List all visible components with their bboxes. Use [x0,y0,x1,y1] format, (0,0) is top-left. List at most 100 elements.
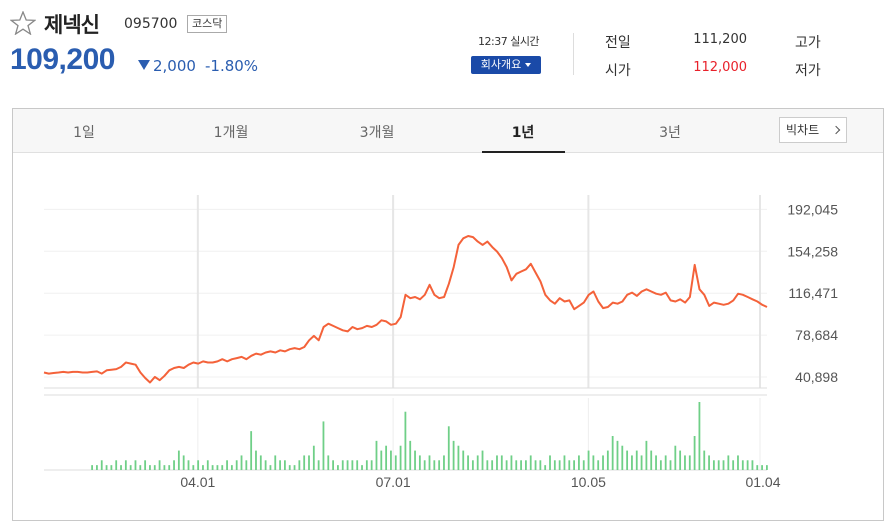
price-change: 2,000 [153,57,196,75]
volume-bar [741,460,744,470]
volume-bar [746,460,749,470]
volume-bar [255,450,257,470]
volume-bar [447,426,450,470]
tab-3-years[interactable]: 3년 [659,125,681,141]
volume-bar [279,460,281,470]
volume-bar [96,465,98,470]
volume-bar [91,465,93,470]
volume-bar [308,455,310,470]
tab-1-year[interactable]: 1년 [511,125,535,141]
volume-bar [611,436,614,470]
volume-bar [346,460,349,470]
realtime-label: 12:37 실시간 [478,35,540,48]
volume-bar [312,445,315,470]
volume-bar [679,450,682,470]
volume-bar [100,460,103,470]
volume-bar [510,455,513,470]
volume-bar [259,455,262,470]
volume-bar [573,460,575,470]
volume-bar [433,460,436,470]
volume-bar [698,402,701,470]
volume-bar [385,445,388,470]
volume-bar [110,465,113,470]
volume-bar [496,455,498,470]
volume-bar [129,465,132,470]
volume-bar [655,455,657,470]
volume-bar [761,465,763,470]
y-tick-label: 192,045 [787,201,838,217]
volume-bar [356,460,359,470]
high-label: 고가 [795,35,821,51]
volume-bar [428,455,431,470]
volume-bar [139,465,142,470]
volume-bar [640,455,643,470]
volume-bar [226,460,228,470]
volume-bar [592,455,595,470]
volume-bar [491,460,494,470]
volume-bar [597,460,600,470]
x-tick-label: 04.01 [180,474,215,490]
volume-bar [471,460,474,470]
company-overview-label: 회사개요 [480,58,522,71]
volume-bar [409,440,412,470]
y-tick-label: 40,898 [795,369,838,385]
volume-bar [708,455,710,470]
bigchart-button[interactable]: 빅차트 [779,117,847,143]
tab-1-month[interactable]: 1개월 [213,125,249,141]
volume-bar [418,455,421,470]
volume-bar [317,460,320,470]
volume-bar [423,460,426,470]
volume-bar [544,465,547,470]
volume-bar [134,460,137,470]
volume-bar [650,450,653,470]
price-line [43,235,768,384]
volume-bar [168,465,171,470]
volume-bar [404,411,407,470]
volume-bar [688,455,691,470]
volume-bar [621,445,624,470]
volume-bar [173,460,175,470]
volume-bar [500,455,503,470]
volume-bar [568,460,571,470]
volume-bar [337,465,339,470]
volume-bar [187,460,190,470]
volume-bar [578,455,580,470]
tab-3-months[interactable]: 3개월 [359,125,395,141]
volume-bar [288,465,291,470]
period-tab-bar [13,109,883,153]
volume-bar [645,440,648,470]
stock-code: 095700 [124,16,178,32]
volume-bar [587,450,590,470]
volume-bar [235,460,238,470]
volume-bar [712,460,715,470]
tab-1-day[interactable]: 1일 [73,125,95,141]
volume-bar [520,460,522,470]
volume-bar [659,460,662,470]
volume-bar [452,440,455,470]
stock-name: 제넥신 [44,13,100,37]
volume-bar [264,460,267,470]
down-arrow-icon [138,60,150,70]
volume-bar [341,460,344,470]
volume-bar [664,455,667,470]
favorite-star-icon[interactable] [10,11,36,35]
volume-bar [245,460,248,470]
low-label: 저가 [795,63,821,79]
volume-bar [549,455,551,470]
volume-bar [602,455,604,470]
volume-bar [394,455,397,470]
x-tick-label: 07.01 [376,474,411,490]
volume-bar [505,460,508,470]
volume-bar [216,465,219,470]
volume-bar [250,431,253,470]
volume-bar [322,421,325,470]
volume-bar [293,465,296,470]
volume-bar [230,465,233,470]
volume-bar [274,455,277,470]
company-overview-button[interactable]: 회사개요 [471,56,541,74]
volume-bar [635,450,638,470]
volume-bar [626,450,629,470]
volume-bar [539,460,542,470]
divider [573,33,574,75]
